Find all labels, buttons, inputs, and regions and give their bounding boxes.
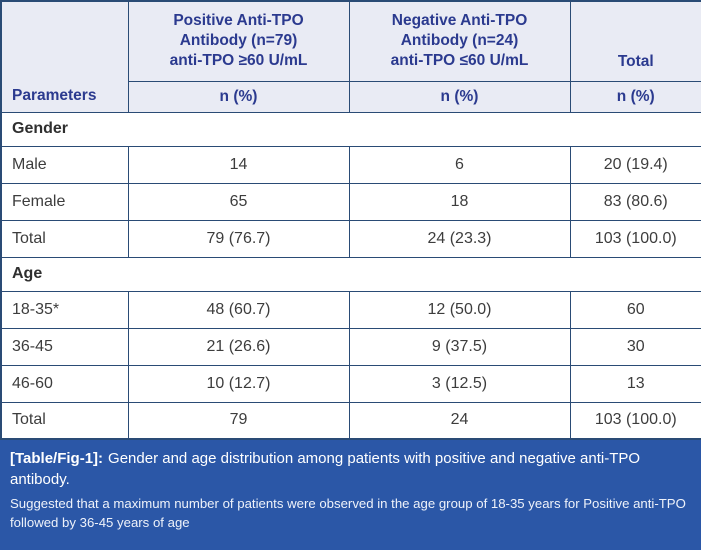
- cell-positive: 14: [127, 145, 350, 184]
- table-row: 18-35* 48 (60.7) 12 (50.0) 60: [0, 290, 701, 329]
- total-subheader: n (%): [569, 80, 701, 113]
- cell-positive: 79: [127, 401, 350, 440]
- cell-negative: 6: [348, 145, 571, 184]
- table-row: Female 65 18 83 (80.6): [0, 182, 701, 221]
- positive-subheader: n (%): [127, 80, 350, 113]
- cell-negative: 9 (37.5): [348, 327, 571, 366]
- header-row-titles: Parameters Positive Anti-TPO Antibody (n…: [0, 0, 701, 113]
- row-label: 46-60: [0, 364, 129, 403]
- cell-total: 30: [569, 327, 701, 366]
- cell-positive: 79 (76.7): [127, 219, 350, 258]
- cell-positive: 48 (60.7): [127, 290, 350, 329]
- cell-total: 60: [569, 290, 701, 329]
- section-row-gender: Gender: [0, 111, 701, 147]
- cell-total: 83 (80.6): [569, 182, 701, 221]
- row-label: Total: [0, 219, 129, 258]
- cell-positive: 10 (12.7): [127, 364, 350, 403]
- cell-total: 103 (100.0): [569, 219, 701, 258]
- cell-total: 20 (19.4): [569, 145, 701, 184]
- row-label: 36-45: [0, 327, 129, 366]
- cell-negative: 24: [348, 401, 571, 440]
- cell-positive: 65: [127, 182, 350, 221]
- cell-negative: 18: [348, 182, 571, 221]
- total-column-header: Total: [569, 0, 701, 82]
- row-label: Total: [0, 401, 129, 440]
- row-label: Female: [0, 182, 129, 221]
- caption-title: [Table/Fig-1]: Gender and age distributio…: [10, 448, 691, 491]
- table-row: Total 79 (76.7) 24 (23.3) 103 (100.0): [0, 219, 701, 258]
- row-label: Male: [0, 145, 129, 184]
- cell-total: 13: [569, 364, 701, 403]
- cell-negative: 3 (12.5): [348, 364, 571, 403]
- caption-tag: [Table/Fig-1]:: [10, 450, 104, 467]
- negative-column-header: Negative Anti-TPO Antibody (n=24) anti-T…: [348, 0, 571, 82]
- cell-total: 103 (100.0): [569, 401, 701, 440]
- data-table: Parameters Positive Anti-TPO Antibody (n…: [0, 0, 701, 440]
- cell-negative: 24 (23.3): [348, 219, 571, 258]
- table-row: Total 79 24 103 (100.0): [0, 401, 701, 440]
- positive-column-header: Positive Anti-TPO Antibody (n=79) anti-T…: [127, 0, 350, 82]
- section-title: Age: [0, 256, 701, 292]
- parameters-header: Parameters: [0, 0, 129, 113]
- cell-negative: 12 (50.0): [348, 290, 571, 329]
- caption-note: Suggested that a maximum number of patie…: [10, 495, 686, 530]
- section-title: Gender: [0, 111, 701, 147]
- header-row-subheads: n (%) n (%) n (%): [1, 80, 701, 113]
- table-row: Male 14 6 20 (19.4): [0, 145, 701, 184]
- caption-text: Gender and age distribution among patien…: [10, 450, 641, 489]
- cell-positive: 21 (26.6): [127, 327, 350, 366]
- table-row: 46-60 10 (12.7) 3 (12.5) 13: [0, 364, 701, 403]
- table-row: 36-45 21 (26.6) 9 (37.5) 30: [0, 327, 701, 366]
- negative-subheader: n (%): [348, 80, 571, 113]
- row-label: 18-35*: [0, 290, 129, 329]
- figure-caption: [Table/Fig-1]: Gender and age distributio…: [0, 440, 701, 550]
- section-row-age: Age: [0, 256, 701, 292]
